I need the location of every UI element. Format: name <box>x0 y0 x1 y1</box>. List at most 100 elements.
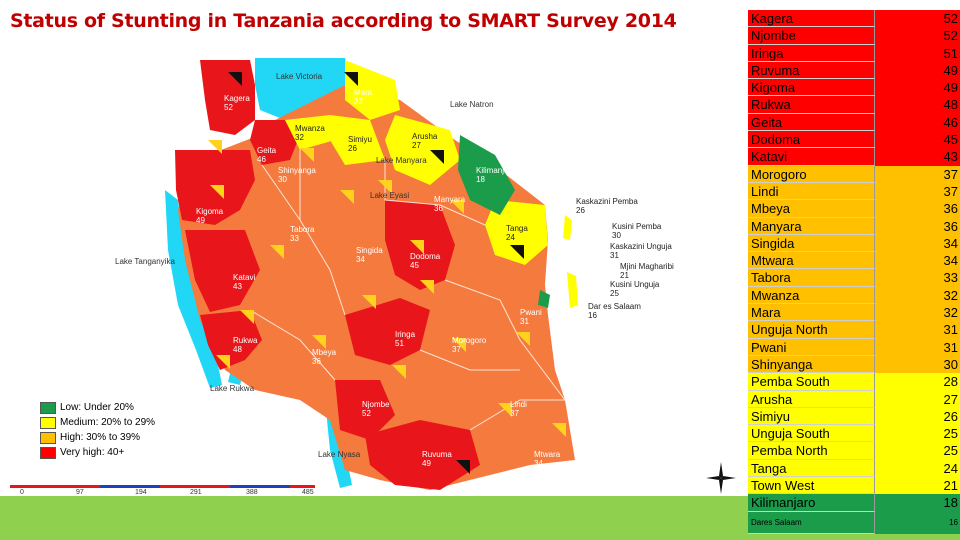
table-cell-divider <box>748 131 875 149</box>
table-region-name: Mara <box>751 305 781 321</box>
table-region-value: 37 <box>943 183 958 199</box>
table-cell-divider <box>748 511 875 534</box>
table-region-value: 46 <box>943 114 958 130</box>
scale-tick-0: 0 <box>20 489 24 496</box>
table-region-value: 27 <box>943 391 958 407</box>
table-cell-divider <box>748 96 875 114</box>
compass-rose-icon <box>706 462 736 494</box>
table-region-name: Simiyu <box>751 408 791 424</box>
table-region-name: Lindi <box>751 183 779 199</box>
table-region-name: Pemba South <box>751 374 830 390</box>
map-region-arusha: Arusha 27 <box>412 132 438 150</box>
table-region-name: Manyara <box>751 218 802 234</box>
table-row: Njombe 52 <box>748 27 960 45</box>
table-region-value: 48 <box>943 97 958 113</box>
region-iringa-shape <box>345 298 430 365</box>
table-row: Rukwa 48 <box>748 96 960 114</box>
table-region-name: Geita <box>751 114 783 130</box>
map-region-rukwa: Rukwa 48 <box>233 336 258 354</box>
region-mwanza-shape <box>285 115 335 150</box>
table-row: Shinyanga 30 <box>748 355 960 374</box>
table-region-name: Shinyanga <box>751 356 813 372</box>
legend-very-high-swatch <box>40 446 56 459</box>
table-region-value: 24 <box>943 460 958 476</box>
legend-high: High: 30% to 39% <box>40 430 155 445</box>
label-lake-rukwa: Lake Rukwa <box>210 384 255 393</box>
table-cell-divider <box>748 459 875 478</box>
table-region-value: 32 <box>943 287 958 303</box>
table-region-value: 36 <box>943 218 958 234</box>
table-region-value: 33 <box>943 270 958 286</box>
map-region-lindi: Lindi 37 <box>510 400 527 418</box>
table-row: Simiyu 26 <box>748 407 960 426</box>
legend-low: Low: Under 20% <box>40 400 155 415</box>
map-region-geita: Geita 46 <box>257 146 277 164</box>
map-region-dar-es-salaam: Dar es Salaam 16 <box>588 302 641 320</box>
map-region-ruvuma: Ruvuma 49 <box>422 450 452 468</box>
label-lake-eyasi: Lake Eyasi <box>370 191 410 200</box>
scale-tick-2: 194 <box>135 489 147 496</box>
table-cell-divider <box>748 61 875 80</box>
table-region-value: 18 <box>943 495 958 511</box>
table-region-value: 32 <box>943 305 958 321</box>
table-region-value: 28 <box>943 374 958 390</box>
region-njombe-shape <box>335 380 395 440</box>
table-cell-divider <box>748 442 875 460</box>
table-row: Ruvuma 49 <box>748 61 960 80</box>
table-cell-divider <box>748 425 875 443</box>
map-region-shinyanga: Shinyanga 30 <box>278 166 316 184</box>
table-row: Geita 46 <box>748 113 960 132</box>
legend-medium-swatch <box>40 416 56 429</box>
arrow-markers <box>208 72 566 474</box>
table-row: Arusha 27 <box>748 390 960 408</box>
table-region-value: 51 <box>943 45 958 61</box>
table-row: Mwanza 32 <box>748 286 960 305</box>
table-cell-divider <box>748 286 875 305</box>
table-row: Unguja North 31 <box>748 321 960 339</box>
map-region-singida: Singida 34 <box>356 246 383 264</box>
table-cell-divider <box>748 113 875 132</box>
table-region-value: 45 <box>943 132 958 148</box>
unguja-island-shape <box>567 272 578 308</box>
map-region-kagera: Kagera 52 <box>224 94 250 112</box>
table-cell-divider <box>748 44 875 62</box>
table-region-value: 31 <box>943 339 958 355</box>
map-region-mbeya: Mbeya 36 <box>312 348 337 366</box>
map-region-simiyu: Simiyu 26 <box>348 135 373 153</box>
table-row: Tabora 33 <box>748 269 960 287</box>
table-region-value: 34 <box>943 253 958 269</box>
table-cell-divider <box>748 373 875 391</box>
table-cell-divider <box>748 234 875 253</box>
table-region-name: Pwani <box>751 339 787 355</box>
lake-victoria-shape <box>255 58 352 120</box>
label-lake-tanganyika: Lake Tanganyika <box>115 257 175 266</box>
table-region-value: 52 <box>943 28 958 44</box>
table-region-value: 37 <box>943 166 958 182</box>
table-region-name: Iringa <box>751 45 784 61</box>
region-daressalaam-shape <box>538 290 550 308</box>
table-region-name: Pemba North <box>751 443 828 459</box>
table-row: Pemba North 25 <box>748 442 960 460</box>
table-region-name: Mbeya <box>751 201 791 217</box>
table-row: Morogoro 37 <box>748 165 960 183</box>
map-region-kigoma: Kigoma 49 <box>196 207 224 225</box>
table-region-name: Kagera <box>751 11 793 26</box>
table-cell-divider <box>748 390 875 408</box>
map-region-kusini-unguja: Kusini Unguja 25 <box>610 280 660 298</box>
table-cell-divider <box>748 182 875 201</box>
table-region-value: 31 <box>943 322 958 338</box>
table-cell-divider <box>748 148 875 166</box>
table-cell-divider <box>748 321 875 339</box>
scale-tick-5: 485 <box>302 489 314 496</box>
table-region-name: Ruvuma <box>751 62 800 78</box>
table-region-value: 49 <box>943 62 958 78</box>
map-region-morogoro: Morogoro 37 <box>452 336 487 354</box>
region-tanga-shape <box>485 200 548 265</box>
table-row: Dodoma 45 <box>748 131 960 149</box>
legend-very-high: Very high: 40+ <box>40 445 155 460</box>
table-cell-divider <box>748 165 875 183</box>
table-region-name: Tabora <box>751 270 791 286</box>
table-cell-divider <box>748 27 875 45</box>
table-row: Unguja South 25 <box>748 425 960 443</box>
table-region-name: Kilimanjaro <box>751 495 816 511</box>
